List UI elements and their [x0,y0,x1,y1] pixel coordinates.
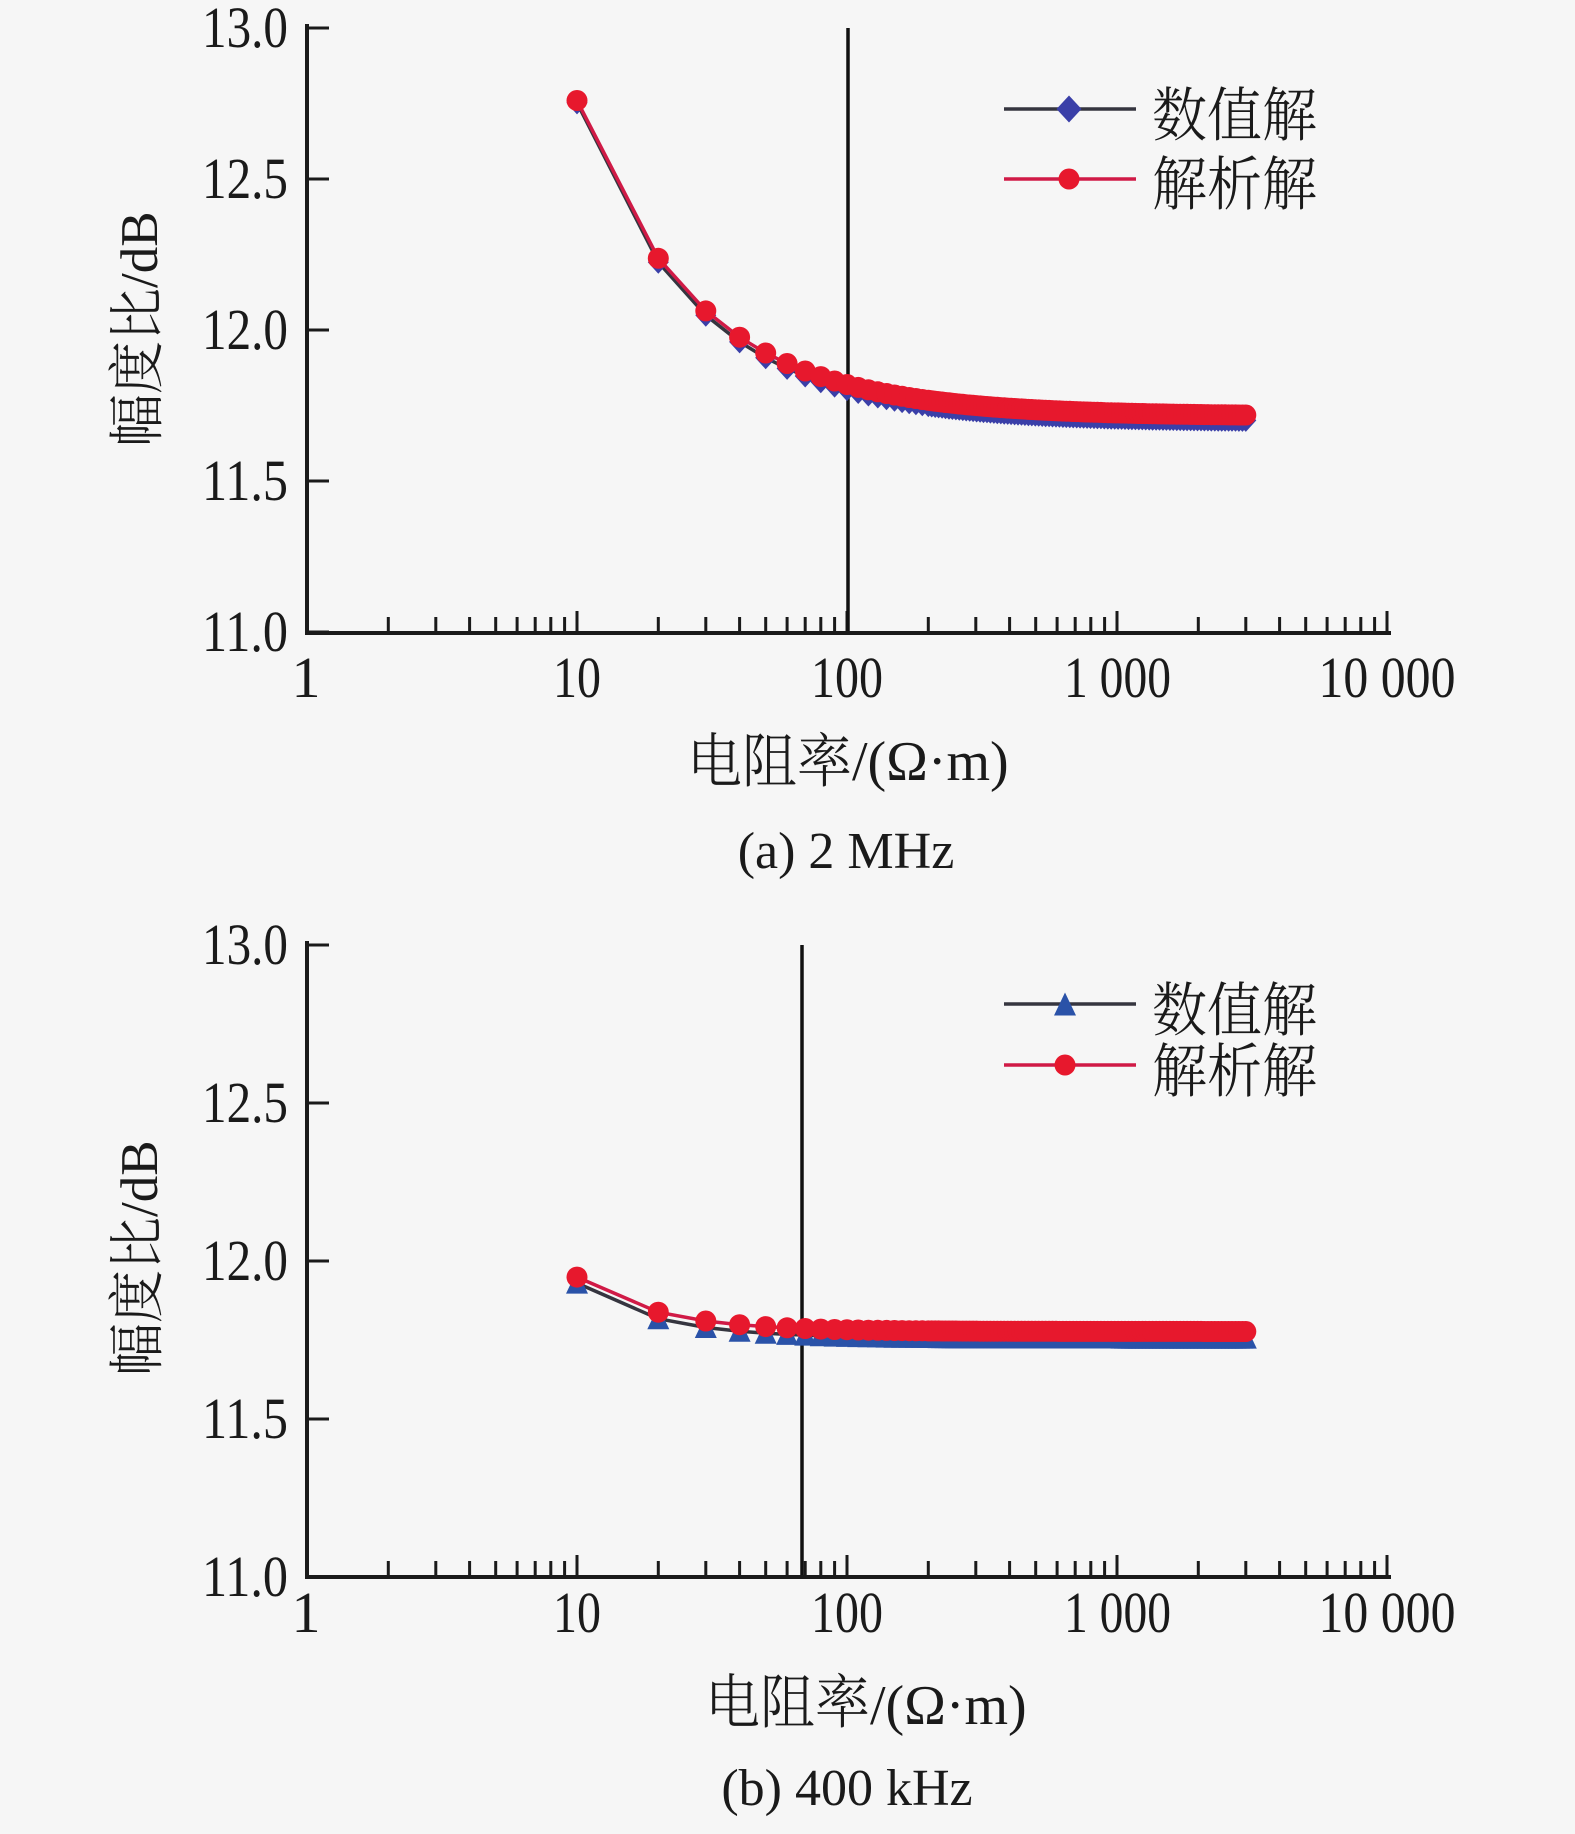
svg-text:12.5: 12.5 [202,146,288,211]
svg-text:1: 1 [292,645,321,710]
svg-text:12.5: 12.5 [202,1070,288,1135]
svg-text:13.0: 13.0 [202,912,288,977]
svg-text:100: 100 [811,645,883,710]
svg-text:11.0: 11.0 [202,1544,288,1609]
svg-text:100: 100 [811,1580,883,1645]
svg-text:(a) 2 MHz: (a) 2 MHz [738,823,955,880]
svg-text:10 000: 10 000 [1319,1580,1456,1645]
svg-text:/dB: /dB [111,211,169,288]
svg-text:12.0: 12.0 [202,297,288,362]
svg-text:1 000: 1 000 [1064,645,1171,710]
svg-text:1: 1 [292,1580,321,1645]
svg-text:10 000: 10 000 [1319,645,1456,710]
svg-text:1 000: 1 000 [1064,1580,1171,1645]
svg-text:10: 10 [553,1580,601,1645]
svg-text:/(Ω·m): /(Ω·m) [870,1675,1027,1737]
svg-text:/dB: /dB [111,1140,169,1217]
svg-text:13.0: 13.0 [202,0,288,60]
svg-text:11.5: 11.5 [202,448,288,513]
svg-text:11.5: 11.5 [202,1386,288,1451]
svg-text:10: 10 [553,645,601,710]
svg-text:12.0: 12.0 [202,1228,288,1293]
svg-text:11.0: 11.0 [202,599,288,664]
svg-text:/(Ω·m): /(Ω·m) [852,731,1009,793]
svg-text:(b) 400 kHz: (b) 400 kHz [721,1760,972,1817]
